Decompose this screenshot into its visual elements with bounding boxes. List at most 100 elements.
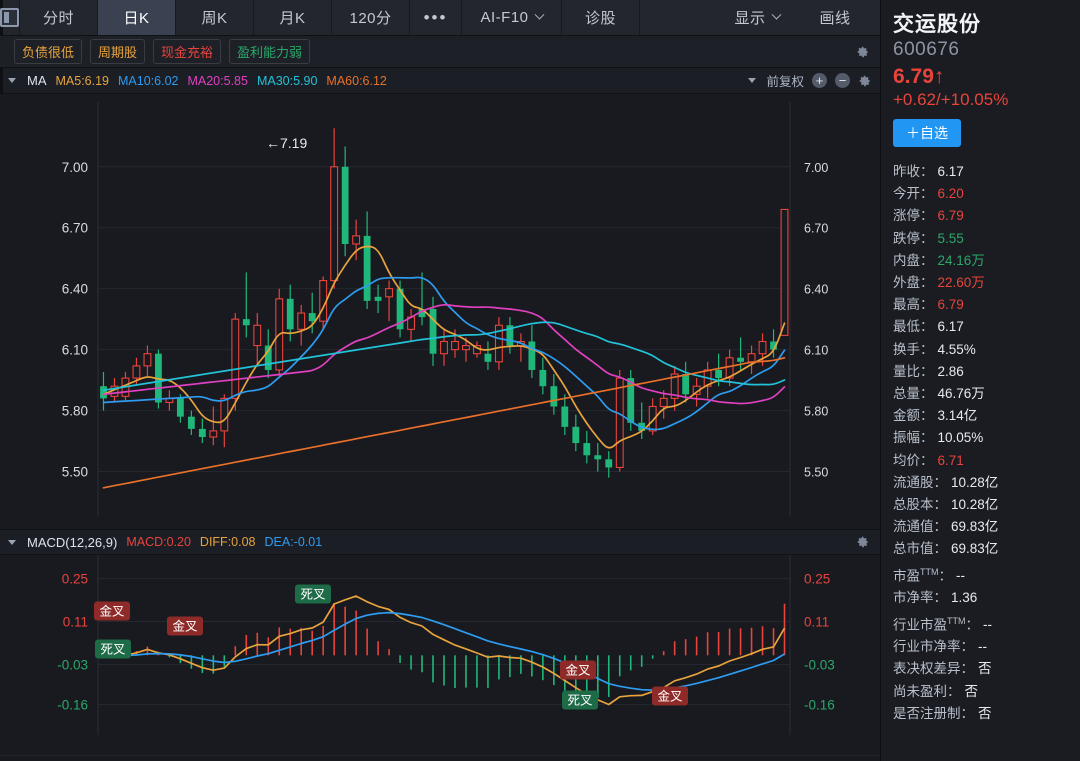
tab-month-k[interactable]: 月K bbox=[254, 0, 332, 35]
macd-value: MACD:0.20 bbox=[126, 535, 191, 549]
zoom-in-button[interactable]: + bbox=[812, 73, 827, 88]
tab-fenshi[interactable]: 分时 bbox=[20, 0, 98, 35]
price-axis-label-left: 6.40 bbox=[62, 282, 88, 297]
tab-day-k[interactable]: 日K bbox=[98, 0, 176, 35]
quote-key: 行业市净率： bbox=[893, 639, 974, 655]
quote-key: 市盈TTM： bbox=[893, 566, 952, 584]
quote-row: 流通股： 10.28亿 bbox=[893, 472, 1068, 494]
quote-key: 量比： bbox=[893, 363, 934, 379]
candlestick bbox=[242, 272, 250, 338]
death-cross-marker[interactable]: 死叉 bbox=[295, 584, 331, 604]
quote-row: 量比： 2.86 bbox=[893, 361, 1068, 383]
price-chart-svg[interactable]: 7.00 7.00 6.70 6.70 6.40 6.40 6.10 6.10 5.80 5.80… bbox=[0, 94, 880, 529]
golden-cross-marker[interactable]: 金叉 bbox=[652, 686, 688, 706]
price-axis-label-left: 6.10 bbox=[62, 343, 88, 358]
display-label: 显示 bbox=[734, 10, 766, 27]
gear-icon[interactable] bbox=[856, 535, 870, 549]
quote-key: 是否注册制： bbox=[893, 705, 974, 721]
gear-icon[interactable] bbox=[856, 45, 870, 59]
candlestick bbox=[385, 280, 394, 322]
ma5-value: MA5:6.19 bbox=[55, 73, 110, 88]
low-price-annotation: ←5.47 bbox=[648, 526, 689, 529]
chevron-down-icon[interactable] bbox=[748, 78, 757, 83]
quote-key: 今开： bbox=[893, 186, 934, 202]
quote-row: 总股本： 10.28亿 bbox=[893, 494, 1068, 516]
ai-f10-label: AI-F10 bbox=[480, 9, 529, 26]
candlestick bbox=[659, 390, 668, 419]
quote-row: 涨停： 6.79 bbox=[893, 205, 1068, 227]
candlestick bbox=[264, 329, 272, 379]
quote-value: 5.55 bbox=[937, 230, 964, 246]
candlestick bbox=[462, 337, 470, 362]
tag-weak-profit[interactable]: 盈利能力弱 bbox=[229, 39, 311, 64]
chevron-down-icon bbox=[534, 9, 544, 20]
quote-key: 流通股： bbox=[893, 474, 947, 490]
ma5-line bbox=[102, 245, 786, 449]
adjust-type-label[interactable]: 前复权 bbox=[766, 75, 804, 89]
quote-value: 6.71 bbox=[937, 452, 964, 468]
quote-row: 最高： 6.79 bbox=[893, 294, 1068, 316]
quote-row: 跌停： 5.55 bbox=[893, 228, 1068, 250]
quote-row: 振幅： 10.05% bbox=[893, 427, 1068, 449]
candlestick bbox=[780, 208, 789, 336]
draw-line-button[interactable]: 画线 bbox=[819, 10, 851, 27]
toolbar-spacer bbox=[640, 0, 718, 35]
candlestick bbox=[758, 333, 767, 366]
price-chart[interactable]: 7.00 7.00 6.70 6.70 6.40 6.40 6.10 6.10 5.80 5.80… bbox=[0, 94, 880, 529]
left-panel-toggle-button[interactable] bbox=[0, 0, 20, 35]
candlestick bbox=[187, 410, 195, 435]
ttm-superscript: TTM bbox=[920, 566, 939, 577]
candlestick bbox=[165, 390, 174, 411]
tag-cash-rich[interactable]: 现金充裕 bbox=[153, 39, 222, 64]
candlestick bbox=[703, 361, 712, 399]
price-axis-label-right: 5.80 bbox=[804, 405, 828, 419]
gear-icon[interactable] bbox=[858, 74, 872, 88]
ma10-line bbox=[102, 276, 786, 431]
quote-row: 总量： 46.76万 bbox=[893, 383, 1068, 405]
add-to-watchlist-button[interactable]: ＋自选 bbox=[893, 119, 961, 147]
death-cross-marker[interactable]: 死叉 bbox=[95, 639, 131, 659]
golden-cross-marker[interactable]: 金叉 bbox=[560, 660, 596, 680]
quote-value: 10.28亿 bbox=[951, 474, 999, 490]
zoom-out-button[interactable]: − bbox=[835, 73, 850, 88]
more-periods-button[interactable]: ••• bbox=[410, 0, 462, 35]
candlestick bbox=[506, 317, 514, 354]
macd-title[interactable]: MACD(12,26,9) bbox=[27, 534, 118, 550]
display-menu-button[interactable]: 显示 bbox=[718, 0, 796, 35]
candlestick bbox=[231, 313, 240, 411]
price-axis-label-left: 7.00 bbox=[62, 160, 88, 175]
quote-key: 总量： bbox=[893, 386, 934, 402]
tag-cyclical[interactable]: 周期股 bbox=[90, 39, 146, 64]
chevron-down-icon[interactable] bbox=[8, 539, 16, 545]
ai-f10-button[interactable]: AI-F10 bbox=[462, 0, 562, 35]
death-cross-marker[interactable]: 死叉 bbox=[562, 690, 598, 710]
tag-low-debt[interactable]: 负债很低 bbox=[14, 39, 83, 64]
macd-chart-svg[interactable]: 0.25 0.250.11 0.11-0.03 -0.03-0.16 -0.16金叉死叉… bbox=[0, 555, 880, 755]
quote-value: 10.05% bbox=[937, 430, 984, 446]
quote-value: -- bbox=[983, 617, 992, 633]
ma-title[interactable]: MA bbox=[27, 73, 47, 88]
stock-name: 交运股份 bbox=[893, 13, 981, 36]
golden-cross-marker[interactable]: 金叉 bbox=[94, 601, 130, 621]
macd-chart[interactable]: 0.25 0.25 0.11 0.11 -0.03 -0.03 -0.16 -0.16 金叉 死叉… bbox=[0, 555, 880, 755]
tab-120min[interactable]: 120分 bbox=[332, 0, 410, 35]
tab-week-k[interactable]: 周K bbox=[176, 0, 254, 35]
chevron-down-icon bbox=[771, 9, 781, 20]
high-price-annotation: ←7.19 bbox=[266, 135, 307, 151]
panel-layout-icon bbox=[0, 8, 19, 27]
macd-axis-label-right: -0.03 bbox=[804, 658, 835, 673]
candlestick bbox=[725, 349, 734, 387]
chevron-down-icon[interactable] bbox=[8, 78, 16, 83]
chart-pane: 分时 日K 周K 月K 120分 ••• AI-F10 诊股 显示 画线 bbox=[0, 0, 902, 761]
quote-row: 均价： 6.71 bbox=[893, 450, 1068, 472]
diagnose-stock-button[interactable]: 诊股 bbox=[562, 0, 640, 35]
macd-axis-label-right: -0.16 bbox=[804, 698, 835, 713]
price-axis-label-left: 6.70 bbox=[62, 221, 88, 236]
candlestick bbox=[429, 296, 437, 366]
dea-value: DEA:-0.01 bbox=[264, 535, 323, 549]
golden-cross-marker[interactable]: 金叉 bbox=[167, 616, 203, 636]
price-axis-label-right: 6.10 bbox=[804, 344, 828, 358]
quote-value: 69.83亿 bbox=[951, 519, 999, 535]
quote-key: 振幅： bbox=[893, 430, 934, 446]
ma10-value: MA10:6.02 bbox=[118, 73, 179, 88]
